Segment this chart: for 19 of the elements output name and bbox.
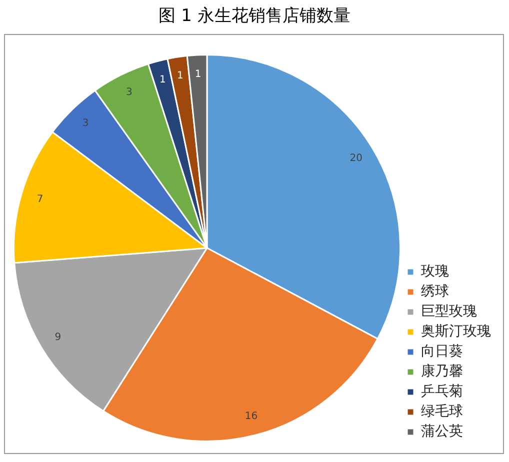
data-label: 16 bbox=[244, 410, 258, 422]
data-label: 3 bbox=[82, 118, 89, 130]
data-label: 1 bbox=[177, 70, 184, 82]
legend-label: 乒乓菊 bbox=[421, 384, 463, 400]
legend-label: 向日葵 bbox=[421, 344, 463, 360]
data-label: 1 bbox=[160, 74, 166, 86]
data-label: 7 bbox=[36, 194, 44, 205]
legend-label: 巨型玫瑰 bbox=[421, 304, 477, 320]
legend-label: 奥斯汀玫瑰 bbox=[421, 324, 491, 340]
legend-label: 绿毛球 bbox=[421, 404, 463, 420]
data-label: 1 bbox=[194, 68, 202, 80]
data-label: 20 bbox=[350, 153, 362, 164]
legend-label: 蒲公英 bbox=[421, 424, 463, 440]
data-label: 9 bbox=[54, 332, 62, 344]
chart-title: 图 1 永生花销售店铺数量 bbox=[158, 5, 352, 27]
legend-label: 绣球 bbox=[421, 284, 449, 300]
legend-label: 康乃馨 bbox=[421, 364, 463, 380]
legend-label: 玫瑰 bbox=[421, 264, 449, 280]
data-label: 3 bbox=[126, 87, 132, 98]
